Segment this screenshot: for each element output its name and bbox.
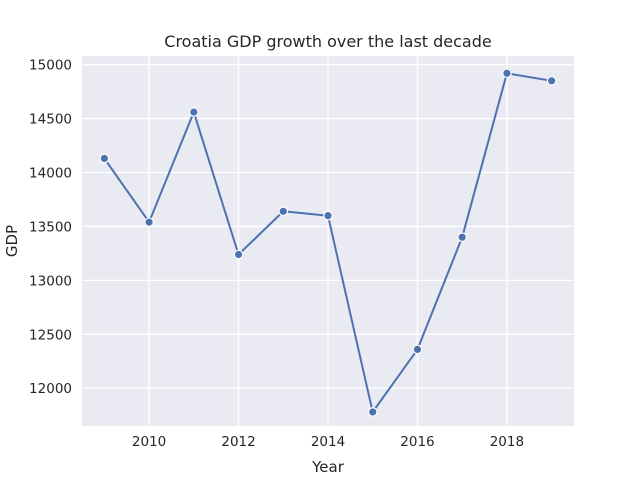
y-tick-label: 12500	[29, 327, 72, 343]
x-axis-label: Year	[311, 458, 345, 476]
y-tick-label: 12000	[29, 381, 72, 397]
y-tick-label: 13500	[29, 219, 72, 235]
data-point	[367, 407, 378, 417]
y-axis-ticks: 12000 12500 13000 13500 14000 14500 15000	[29, 58, 72, 398]
data-point	[323, 210, 333, 221]
gridlines	[82, 56, 574, 426]
data-point	[233, 249, 244, 260]
y-tick-label: 14000	[29, 166, 72, 182]
chart-title: Croatia GDP growth over the last decade	[164, 32, 491, 51]
x-tick-label: 2014	[311, 434, 345, 450]
series-layer	[99, 68, 557, 417]
data-point	[144, 217, 154, 227]
data-point	[546, 76, 557, 86]
data-point	[99, 153, 110, 164]
y-tick-label: 13000	[29, 273, 72, 289]
y-tick-label: 15000	[29, 58, 72, 74]
data-point	[412, 344, 423, 355]
data-point	[189, 107, 199, 117]
data-point	[278, 206, 289, 217]
data-point	[457, 232, 467, 243]
x-tick-label: 2018	[490, 434, 524, 450]
x-tick-label: 2012	[221, 434, 255, 450]
data-point	[502, 68, 512, 79]
y-tick-label: 14500	[29, 112, 72, 128]
x-tick-label: 2016	[400, 434, 434, 450]
x-axis-ticks: 2010 2012 2014 2016 2018	[132, 434, 524, 450]
x-tick-label: 2010	[132, 434, 166, 450]
y-axis-label: GDP	[3, 225, 21, 257]
